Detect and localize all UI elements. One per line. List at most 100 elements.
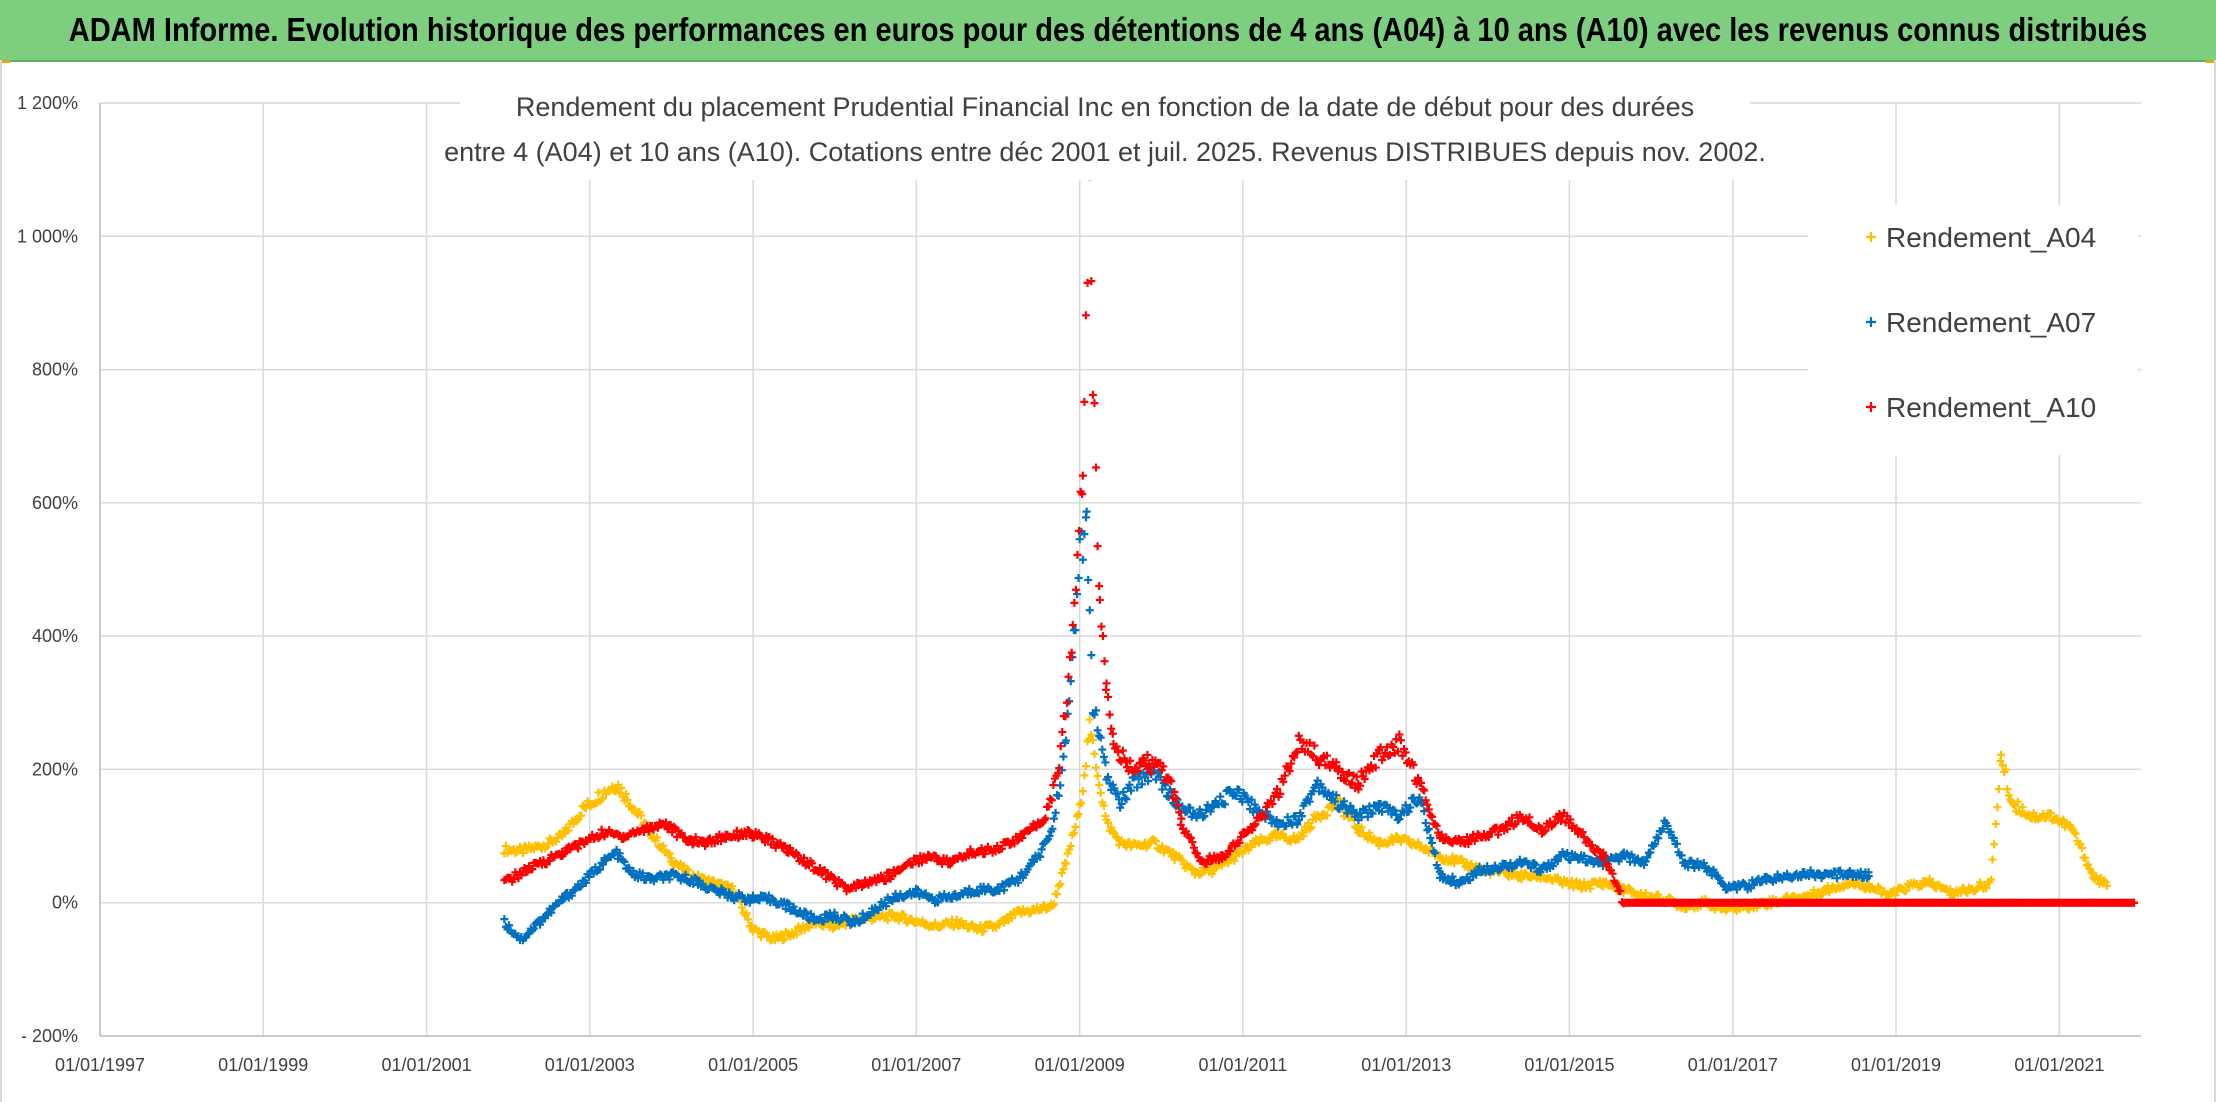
data-point	[1231, 791, 1240, 800]
data-point	[1101, 758, 1110, 767]
data-point	[1608, 869, 1617, 878]
data-point	[1221, 800, 1229, 809]
data-point	[1578, 828, 1587, 837]
data-point	[1420, 786, 1429, 795]
data-point	[1036, 852, 1045, 861]
data-point	[1095, 780, 1104, 789]
y-tick-label: 400%	[32, 626, 78, 646]
data-point	[1167, 777, 1176, 786]
data-point	[2018, 802, 2027, 811]
data-point	[1875, 884, 1884, 893]
data-point	[974, 848, 983, 857]
data-point	[1066, 677, 1075, 686]
data-point	[1189, 843, 1198, 852]
data-point	[1654, 834, 1663, 843]
data-point	[1699, 858, 1708, 867]
data-point	[775, 931, 784, 940]
data-point	[1082, 507, 1091, 516]
data-point	[1997, 750, 2006, 759]
data-point	[677, 829, 686, 838]
data-point	[1643, 853, 1652, 862]
data-point	[1421, 796, 1430, 805]
data-point	[1658, 824, 1667, 833]
data-point	[1029, 857, 1038, 866]
data-point	[553, 833, 562, 842]
data-point	[1368, 809, 1377, 818]
data-point	[806, 909, 815, 918]
legend: Rendement_A04 Rendement_A07 Rendement_A10	[1808, 205, 2138, 455]
y-tick-label: 1 200%	[17, 93, 78, 113]
data-point	[1172, 794, 1181, 803]
data-point	[1140, 756, 1149, 765]
data-point	[1569, 883, 1578, 892]
x-tick-label: 01/01/2021	[2014, 1055, 2104, 1075]
data-point	[1266, 836, 1275, 845]
data-point	[1268, 800, 1277, 809]
data-point	[1497, 864, 1506, 873]
data-point	[1108, 729, 1117, 738]
data-point	[560, 849, 569, 858]
data-point	[1344, 768, 1353, 777]
y-tick-label: 800%	[32, 360, 78, 380]
data-point	[505, 921, 514, 930]
data-point	[1121, 758, 1130, 767]
data-point	[1988, 855, 1997, 864]
data-point	[1415, 793, 1424, 802]
data-point	[1071, 822, 1080, 831]
data-point	[691, 833, 700, 842]
data-point	[1426, 833, 1435, 842]
data-point	[1087, 651, 1096, 660]
data-point	[1322, 751, 1331, 760]
data-point	[1098, 632, 1107, 641]
data-point	[1346, 801, 1355, 810]
data-point	[1134, 775, 1143, 784]
data-point	[781, 904, 790, 913]
data-point	[1074, 574, 1083, 583]
data-point	[500, 915, 509, 924]
data-point	[1177, 814, 1186, 823]
data-point	[657, 842, 666, 851]
data-point	[1186, 803, 1195, 812]
data-point	[1087, 730, 1096, 739]
data-point	[1251, 820, 1260, 829]
data-point	[768, 834, 777, 843]
data-point	[1928, 878, 1937, 887]
data-point	[638, 869, 647, 878]
data-point	[980, 850, 989, 859]
data-point	[1436, 852, 1445, 861]
data-point	[1982, 884, 1991, 893]
data-point	[1273, 785, 1282, 794]
data-point	[1186, 834, 1195, 843]
data-point	[746, 829, 755, 838]
data-point	[1080, 771, 1089, 780]
data-point	[1395, 730, 1404, 739]
data-point	[1216, 792, 1225, 801]
data-point	[1276, 789, 1285, 798]
data-point	[1715, 874, 1724, 883]
data-point	[1503, 825, 1512, 834]
x-tick-label: 01/01/2007	[871, 1055, 961, 1075]
data-point	[1991, 819, 2000, 828]
data-point	[737, 903, 746, 912]
data-point	[1437, 830, 1446, 839]
grid-layer	[99, 102, 2141, 1037]
data-point	[545, 834, 554, 843]
data-point	[1059, 865, 1068, 874]
data-point	[1721, 906, 1730, 915]
data-point	[1230, 856, 1239, 865]
data-point	[802, 908, 811, 917]
data-point	[1014, 878, 1023, 887]
data-point	[1330, 762, 1339, 771]
series-Rendement_A10	[500, 167, 2139, 908]
legend-item: Rendement_A07	[1866, 307, 2096, 338]
data-point	[1718, 880, 1727, 889]
data-point	[1467, 860, 1476, 869]
data-point	[776, 838, 785, 847]
data-point	[1297, 828, 1306, 837]
data-point	[1902, 886, 1911, 895]
data-point	[1111, 832, 1120, 841]
data-point	[709, 876, 718, 885]
data-point	[742, 832, 751, 841]
axis-layer: - 200% 0% 200% 400% 600% 800% 1 000% 1 200% 01/0…	[17, 93, 2141, 1075]
data-point	[1075, 800, 1084, 809]
